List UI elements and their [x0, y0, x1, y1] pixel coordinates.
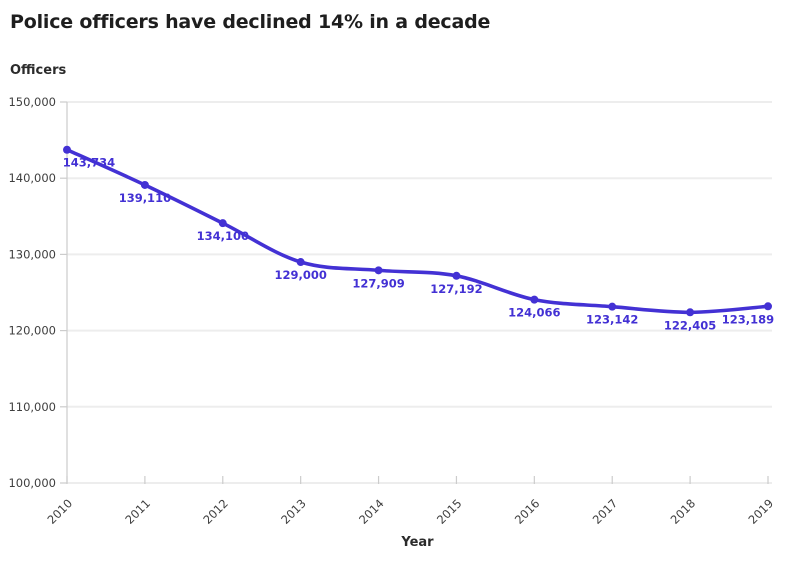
y-tick-label: 110,000 [8, 400, 56, 414]
data-label: 134,100 [197, 229, 249, 243]
data-label: 127,192 [430, 282, 482, 296]
x-axis-title: Year [401, 535, 434, 550]
data-point [140, 180, 149, 189]
y-tick-label: 140,000 [8, 171, 56, 185]
x-tick-label: 2017 [590, 496, 621, 527]
x-tick-label: 2018 [668, 496, 699, 527]
data-point [63, 145, 71, 154]
data-label: 139,110 [119, 191, 171, 205]
x-tick-label: 2010 [45, 496, 76, 527]
data-label: 123,142 [586, 313, 638, 327]
data-point [374, 266, 383, 275]
x-tick-label: 2015 [434, 496, 465, 527]
y-axis-title: Officers [10, 63, 67, 78]
y-tick-label: 120,000 [8, 324, 56, 338]
data-point [608, 302, 617, 311]
series-line [65, 147, 770, 315]
data-label: 129,000 [274, 268, 326, 282]
data-point [686, 308, 695, 317]
x-tick-label: 2012 [200, 496, 231, 527]
y-tick-label: 130,000 [8, 247, 56, 261]
y-tick-label: 100,000 [8, 476, 56, 490]
data-label: 122,405 [664, 318, 716, 332]
data-label: 127,909 [352, 276, 404, 290]
x-tick-label: 2016 [512, 496, 543, 527]
data-label: 124,066 [508, 306, 560, 320]
data-label: 143,734 [63, 156, 115, 170]
x-tick-label: 2011 [122, 496, 153, 527]
x-tick-label: 2014 [356, 496, 387, 527]
chart-title: Police officers have declined 14% in a d… [10, 11, 491, 33]
data-point [530, 295, 539, 304]
data-point [764, 302, 772, 311]
data-point [452, 271, 461, 280]
data-point [218, 219, 227, 228]
y-tick-label: 150,000 [8, 95, 56, 109]
x-tick-label: 2019 [746, 496, 777, 527]
data-point [296, 258, 305, 267]
x-tick-label: 2013 [278, 496, 309, 527]
data-label: 123,189 [722, 312, 774, 326]
